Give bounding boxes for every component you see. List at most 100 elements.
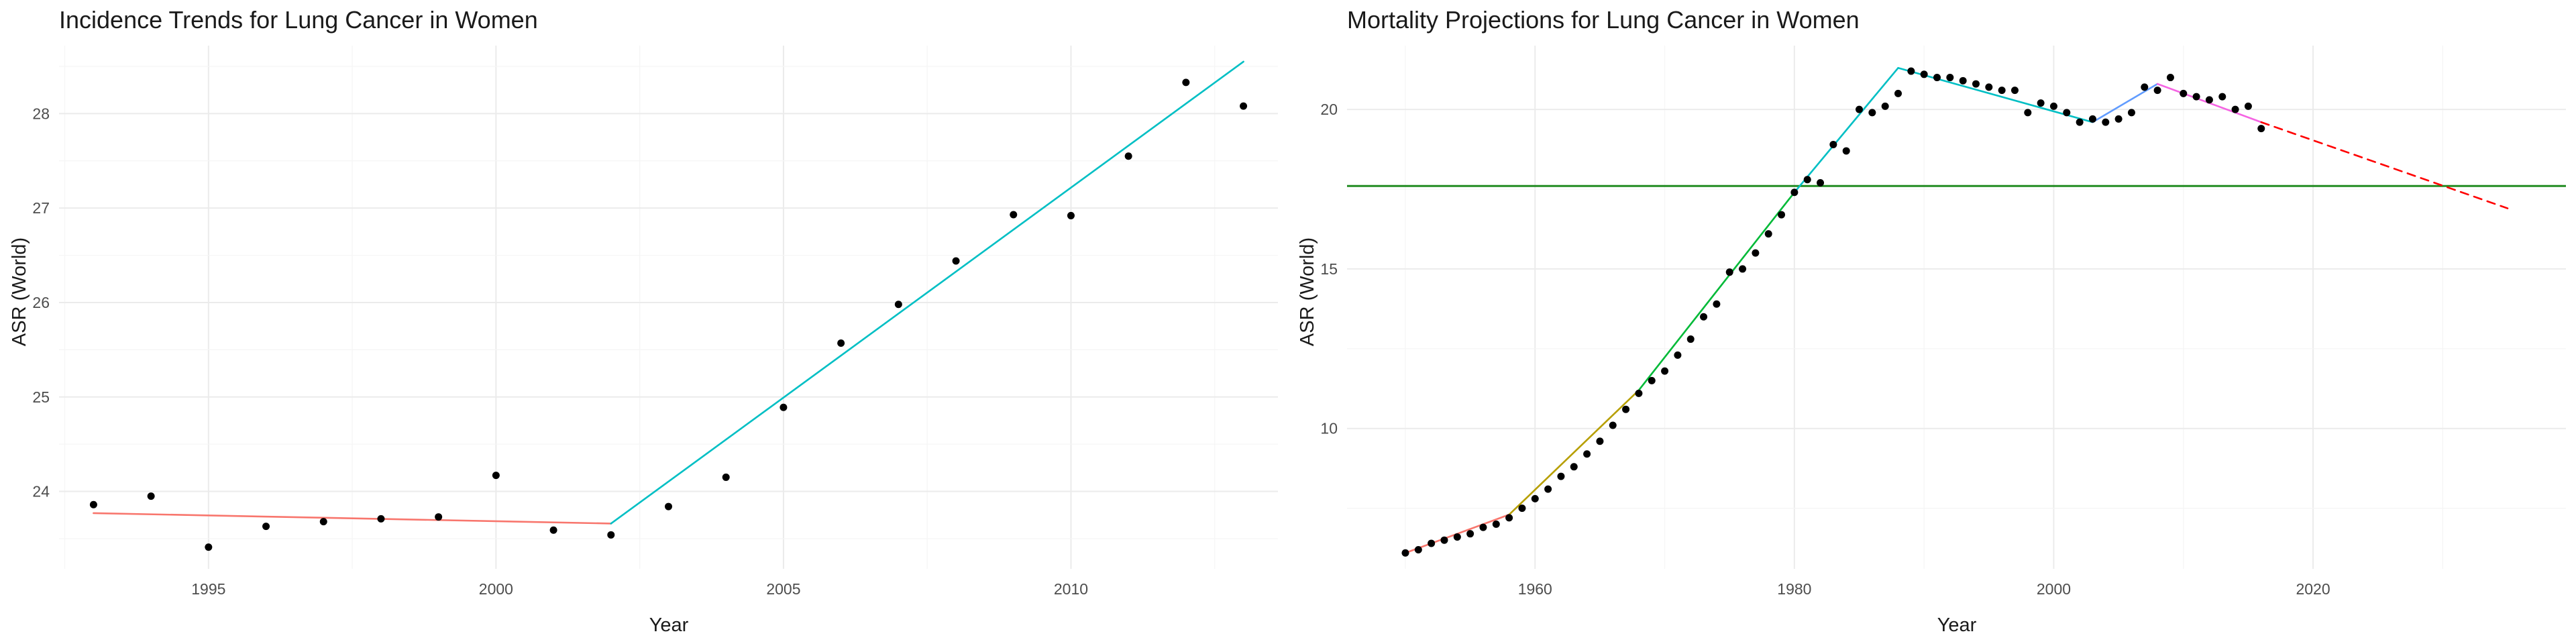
incidence-y-tick-label: 24 xyxy=(32,483,50,500)
mortality-data-point xyxy=(1829,140,1837,148)
mortality-data-point xyxy=(1998,87,2006,95)
mortality-data-point xyxy=(1428,539,1436,547)
incidence-fit-lines xyxy=(93,60,1244,525)
mortality-data-point xyxy=(2102,118,2110,126)
mortality-data-point xyxy=(2141,83,2149,91)
mortality-data-point xyxy=(1881,102,1889,110)
mortality-data-point xyxy=(2049,102,2057,110)
incidence-y-tick-label: 27 xyxy=(32,199,50,217)
incidence-data-point xyxy=(780,403,788,411)
mortality-data-point xyxy=(1842,147,1850,155)
mortality-data-point xyxy=(2088,115,2096,123)
mortality-data-point xyxy=(1700,313,1708,321)
incidence-y-tick-label: 26 xyxy=(32,294,50,311)
incidence-data-point xyxy=(492,472,500,480)
incidence-x-tick-label: 1995 xyxy=(191,580,225,598)
mortality-data-point xyxy=(1544,485,1552,493)
mortality-data-point xyxy=(1453,533,1461,541)
mortality-data-point xyxy=(1946,74,1954,82)
mortality-data-point xyxy=(2063,109,2071,117)
incidence-trend-segment xyxy=(610,60,1244,525)
mortality-data-point xyxy=(1817,179,1825,187)
incidence-data-point xyxy=(1124,152,1132,160)
incidence-data-points xyxy=(89,78,1248,551)
mortality-data-point xyxy=(1531,494,1539,502)
incidence-y-axis-title: ASR (World) xyxy=(9,237,30,346)
mortality-y-tick-labels: 10 15 20 xyxy=(1320,101,1338,437)
incidence-data-point xyxy=(665,502,672,511)
mortality-data-point xyxy=(1739,265,1747,273)
incidence-x-tick-label: 2000 xyxy=(479,580,513,598)
mortality-data-point xyxy=(2037,99,2045,107)
mortality-data-point xyxy=(1596,437,1604,445)
mortality-data-point xyxy=(1622,405,1630,413)
mortality-data-point xyxy=(1609,421,1617,429)
mortality-data-point xyxy=(2244,102,2252,110)
incidence-data-point xyxy=(1182,78,1190,87)
mortality-data-point xyxy=(1518,504,1526,513)
mortality-chart: Mortality Projections for Lung Cancer in… xyxy=(1297,6,2566,636)
incidence-y-tick-label: 28 xyxy=(32,105,50,122)
incidence-chart: Incidence Trends for Lung Cancer in Wome… xyxy=(9,6,1278,636)
mortality-x-tick-label: 1960 xyxy=(1518,580,1552,598)
mortality-x-tick-label: 2000 xyxy=(2037,580,2071,598)
mortality-y-tick-label: 10 xyxy=(1320,420,1338,437)
incidence-x-axis-title: Year xyxy=(649,614,689,636)
mortality-x-tick-label: 2020 xyxy=(2296,580,2330,598)
mortality-data-point xyxy=(2218,93,2226,101)
mortality-data-point xyxy=(1414,545,1422,553)
incidence-data-point xyxy=(607,531,615,539)
mortality-data-point xyxy=(1505,514,1513,522)
incidence-y-tick-labels: 24 25 26 27 28 xyxy=(32,105,50,500)
mortality-data-point xyxy=(1764,230,1772,238)
mortality-data-point xyxy=(1557,472,1565,480)
mortality-gridlines xyxy=(1347,46,2566,569)
mortality-data-points xyxy=(1401,67,2265,557)
mortality-data-point xyxy=(1635,389,1643,397)
incidence-y-tick-label: 25 xyxy=(32,388,50,406)
mortality-data-point xyxy=(2166,74,2174,82)
mortality-data-point xyxy=(1661,367,1669,375)
incidence-data-point xyxy=(89,500,97,508)
mortality-data-point xyxy=(2231,105,2239,113)
mortality-trend-segment xyxy=(1508,389,1640,516)
incidence-data-point xyxy=(1010,211,1018,219)
incidence-data-point xyxy=(837,339,845,347)
mortality-data-point xyxy=(2205,96,2213,104)
incidence-data-point xyxy=(1067,211,1075,219)
mortality-x-axis-title: Year xyxy=(1937,614,1977,636)
incidence-gridlines xyxy=(59,46,1278,569)
incidence-data-point xyxy=(435,513,443,521)
mortality-projection-line xyxy=(2260,121,2509,209)
mortality-data-point xyxy=(1933,74,1941,82)
mortality-data-point xyxy=(1972,80,1980,88)
mortality-data-point xyxy=(1686,335,1695,343)
mortality-data-point xyxy=(2076,118,2084,126)
incidence-data-point xyxy=(952,257,960,265)
mortality-data-point xyxy=(1868,109,1876,117)
incidence-x-tick-label: 2005 xyxy=(766,580,800,598)
mortality-y-tick-label: 15 xyxy=(1320,260,1338,278)
mortality-data-point xyxy=(1985,83,1993,91)
mortality-y-axis-title: ASR (World) xyxy=(1297,237,1318,346)
mortality-data-point xyxy=(1713,300,1721,308)
mortality-x-tick-label: 1980 xyxy=(1777,580,1811,598)
mortality-data-point xyxy=(1790,189,1799,197)
incidence-x-tick-labels: 1995 2000 2005 2010 xyxy=(191,580,1088,598)
incidence-data-point xyxy=(147,492,155,500)
mortality-data-point xyxy=(1583,450,1591,458)
mortality-trend-segment xyxy=(1897,66,2094,123)
mortality-data-point xyxy=(1894,89,1902,97)
mortality-data-point xyxy=(2114,115,2123,123)
incidence-data-point xyxy=(894,301,902,309)
mortality-data-point xyxy=(1920,70,1928,78)
mortality-data-point xyxy=(1479,523,1487,531)
mortality-data-point xyxy=(2153,87,2161,95)
mortality-data-point xyxy=(1803,176,1811,184)
incidence-data-point xyxy=(722,473,730,481)
mortality-chart-title: Mortality Projections for Lung Cancer in… xyxy=(1347,6,1860,34)
mortality-data-point xyxy=(2180,89,2188,97)
mortality-data-point xyxy=(2024,109,2032,117)
mortality-data-point xyxy=(1401,549,1409,557)
